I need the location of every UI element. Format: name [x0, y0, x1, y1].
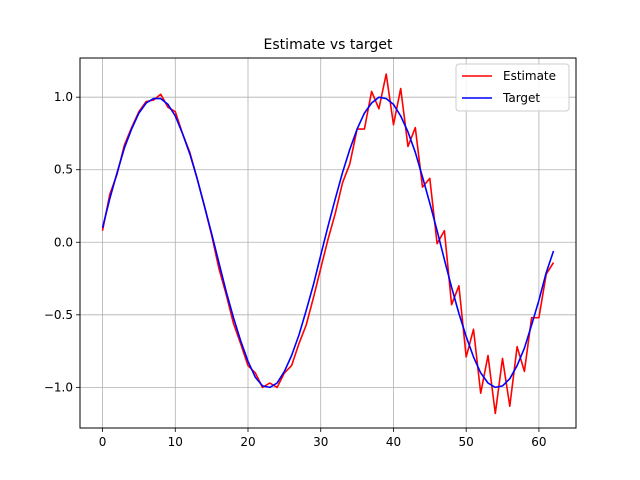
axis-ticks: 0 10 20 30 40 50 60 −1.0 −0.5 0.0 0.5 1.0: [44, 90, 547, 449]
series-line-estimate: [101, 73, 555, 415]
series-line-target: [101, 96, 555, 389]
x-tick-label: 0: [99, 435, 107, 449]
plot-frame: [79, 57, 577, 429]
legend: Estimate Target: [455, 63, 570, 112]
y-tick-label: 0.0: [54, 235, 73, 249]
x-tick-label: 10: [168, 435, 183, 449]
y-tick-label: 0.5: [54, 163, 73, 177]
x-tick-label: 40: [386, 435, 401, 449]
y-tick-label: −1.0: [44, 380, 73, 394]
x-tick-label: 50: [459, 435, 474, 449]
series-lines: [101, 73, 555, 415]
x-tick-label: 60: [531, 435, 546, 449]
x-tick-label: 30: [313, 435, 328, 449]
legend-target-label: Target: [502, 91, 540, 105]
legend-estimate-label: Estimate: [503, 69, 556, 83]
grid: [80, 58, 576, 428]
y-tick-label: −0.5: [44, 308, 73, 322]
chart-title: Estimate vs target: [264, 37, 393, 53]
x-tick-label: 20: [240, 435, 255, 449]
y-tick-label: 1.0: [54, 90, 73, 104]
